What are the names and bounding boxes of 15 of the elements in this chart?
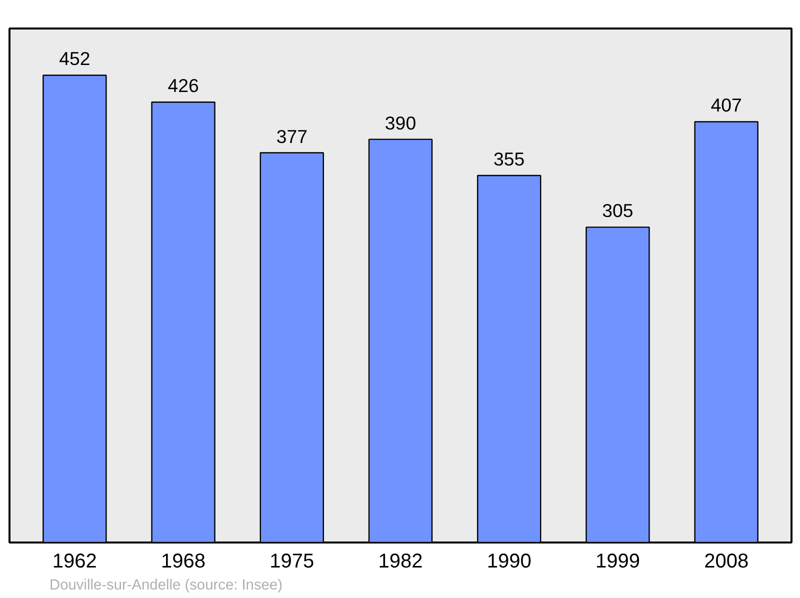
- x-tick-label: 1962: [52, 550, 97, 572]
- text: Douville-sur-Andelle (source: Insee): [50, 578, 282, 594]
- x-tick-label: 1999: [595, 550, 640, 572]
- x-tick-label: 1975: [270, 550, 314, 572]
- data-label: 426: [168, 75, 199, 96]
- x-tick-label: 1968: [161, 550, 206, 572]
- x-tick-label: 2008: [704, 550, 749, 572]
- x-tick-label: 1990: [486, 550, 532, 572]
- data-label: 390: [384, 112, 416, 134]
- data-label: 305: [602, 200, 634, 222]
- x-tick-label: 1982: [378, 550, 423, 572]
- data-label: 452: [59, 48, 90, 70]
- data-label: 355: [494, 148, 525, 170]
- data-label: 407: [710, 94, 742, 116]
- data-label: 377: [276, 126, 308, 147]
